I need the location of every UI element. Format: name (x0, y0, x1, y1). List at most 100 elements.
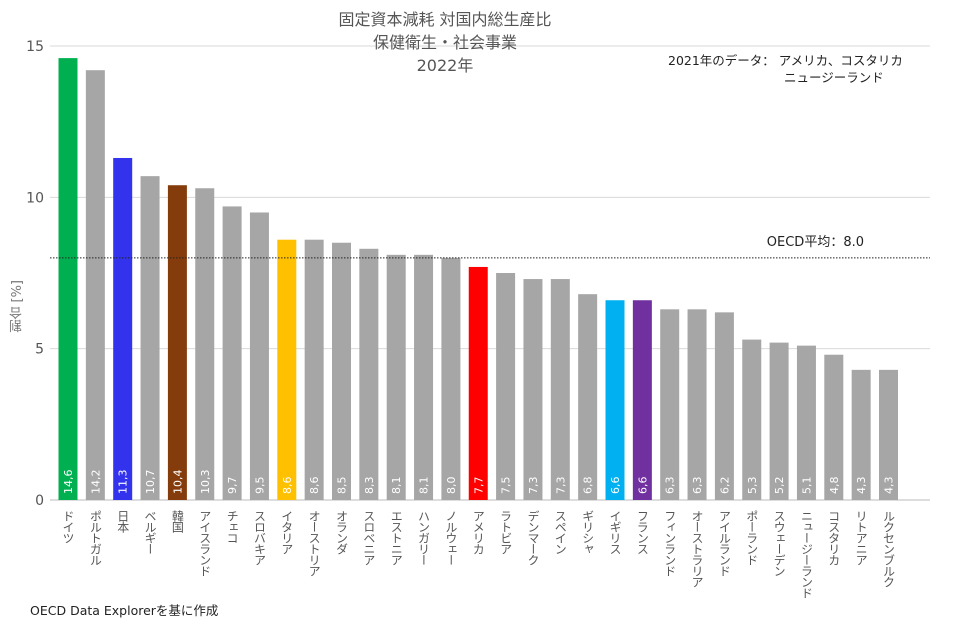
bar (714, 312, 734, 500)
x-tick-label: コスタリカ (827, 510, 841, 566)
note-line-1: 2021年のデータ： アメリカ、コスタリカ (668, 53, 903, 68)
bar-value-label: 7,7 (472, 477, 485, 495)
bar-value-label: 4,3 (855, 477, 868, 495)
x-tick-label: スロバキア (252, 510, 266, 566)
bar (140, 176, 160, 500)
x-tick-label: ベルギー (143, 510, 157, 554)
x-tick-label: ポーランド (745, 510, 759, 565)
bar-value-label: 8,6 (281, 477, 294, 495)
bar (222, 206, 242, 500)
bar (660, 309, 680, 500)
x-tick-label: ニュージーランド (799, 510, 813, 598)
x-tick-label: オーストラリア (690, 510, 704, 588)
bar (277, 239, 297, 500)
bar-value-label: 5,2 (773, 477, 786, 495)
x-tick-label: 韓国 (170, 510, 184, 533)
x-tick-label: 日本 (116, 510, 130, 534)
bar (359, 248, 379, 500)
x-tick-label: イギリス (608, 510, 622, 555)
bar (195, 188, 215, 500)
bar (167, 185, 187, 500)
x-tick-label: スロベニア (362, 510, 376, 566)
bar-value-label: 6,8 (582, 477, 595, 495)
x-tick-label: チェコ (225, 510, 239, 543)
x-tick-label: アイスランド (198, 510, 212, 576)
bar-value-label: 6,2 (718, 477, 731, 495)
note-line-2: ニュージーランド (784, 70, 884, 85)
bar-value-label: 9,5 (253, 477, 266, 495)
bar-value-label: 6,3 (664, 477, 677, 495)
bar (851, 369, 871, 500)
bar (304, 239, 324, 500)
x-tick-label: スウェーデン (772, 510, 786, 576)
x-tick-label: リトアニア (854, 510, 868, 566)
bar (332, 242, 351, 500)
bar-value-label: 9,7 (226, 477, 239, 495)
bar-value-label: 5,1 (800, 477, 813, 495)
bar (550, 279, 570, 500)
chart-title: 固定資本減耗 対国内総生産比 保健衛生・社会事業 2022年 (290, 8, 600, 77)
bar (796, 345, 816, 500)
x-tick-label: デンマーク (526, 510, 540, 566)
bar-value-label: 8,6 (308, 477, 321, 495)
x-tick-label: イタリア (280, 510, 294, 555)
x-tick-label: フィンランド (663, 510, 677, 576)
bar (605, 300, 625, 500)
bar (578, 294, 598, 500)
bar (523, 279, 543, 500)
title-line-2: 保健衛生・社会事業 (372, 33, 517, 52)
bar (632, 300, 652, 500)
x-tick-label: ギリシャ (581, 510, 595, 554)
bar (687, 309, 707, 500)
bar (386, 254, 406, 500)
bar-value-label: 7,3 (527, 477, 540, 495)
x-tick-label: オランダ (335, 510, 349, 555)
bar-value-label: 11,3 (117, 470, 130, 495)
bar-value-label: 14,6 (62, 470, 75, 495)
y-tick-label: 10 (26, 190, 44, 206)
y-tick-label: 0 (35, 493, 44, 509)
bar-value-label: 8,3 (363, 477, 376, 495)
bar-value-label: 10,7 (144, 470, 157, 495)
bar-value-label: 6,6 (609, 477, 622, 495)
x-tick-label: ノルウェー (444, 510, 458, 565)
title-line-3: 2022年 (416, 56, 474, 75)
bar-value-label: 8,1 (418, 477, 431, 495)
bar-value-label: 4,3 (883, 477, 896, 495)
bar-value-label: 6,6 (636, 477, 649, 495)
bar (441, 257, 461, 500)
bar (58, 58, 78, 501)
x-tick-label: アイルランド (717, 510, 731, 576)
x-tick-label: ルクセンブルク (882, 510, 896, 588)
x-tick-label: フランス (635, 510, 649, 555)
x-tick-label: ラトビア (499, 510, 513, 555)
bar-value-label: 10,4 (171, 470, 184, 495)
bar-value-label: 4,8 (828, 477, 841, 495)
bar-value-label: 7,5 (500, 477, 513, 495)
bar (769, 342, 789, 500)
bar (879, 369, 898, 500)
x-tick-label: エストニア (389, 510, 403, 566)
x-tick-label: オーストリア (307, 510, 321, 577)
bar-value-label: 10,3 (199, 470, 212, 495)
y-tick-label: 15 (26, 39, 44, 55)
y-axis-label: 割合 [%] (10, 280, 25, 333)
data-note: 2021年のデータ： アメリカ、コスタリカ ニュージーランド (668, 52, 903, 86)
x-tick-label: アメリカ (471, 510, 485, 555)
bar (496, 273, 516, 500)
bar-value-label: 7,3 (554, 477, 567, 495)
bar-value-label: 8,5 (336, 477, 349, 495)
bar (824, 354, 844, 500)
x-tick-label: ハンガリー (417, 510, 431, 565)
oecd-average-label: OECD平均：8.0 (767, 235, 864, 250)
x-tick-label: ポルトガル (88, 510, 102, 565)
bar-value-label: 5,3 (746, 477, 759, 495)
source-note: OECD Data Explorerを基に作成 (30, 603, 219, 618)
bar-value-label: 8,0 (445, 477, 458, 495)
x-tick-label: スペイン (553, 510, 567, 554)
bar (113, 157, 133, 500)
bar-value-label: 14,2 (89, 470, 102, 495)
bar-value-label: 8,1 (390, 477, 403, 495)
